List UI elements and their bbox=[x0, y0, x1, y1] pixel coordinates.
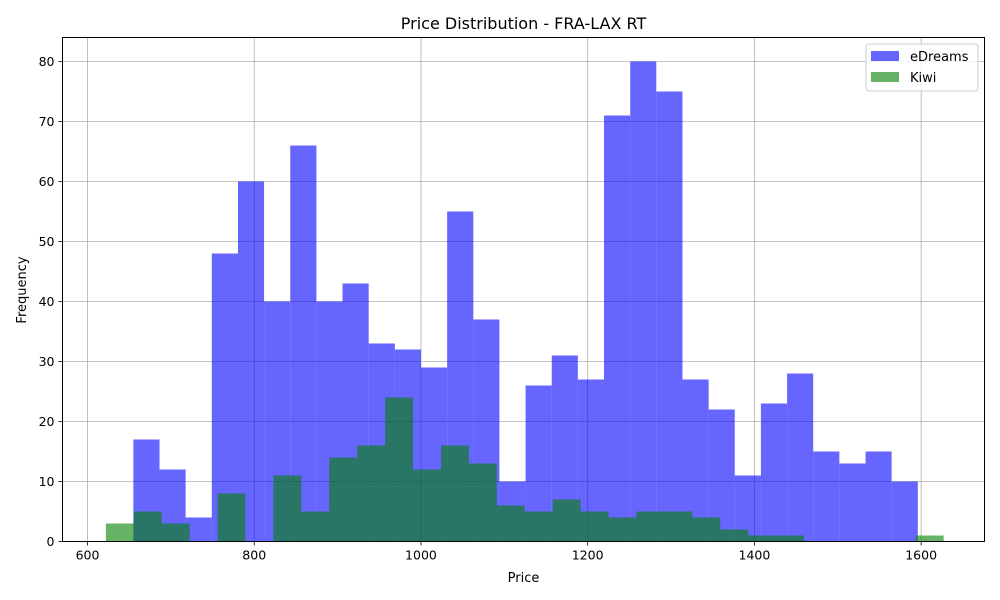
x-axis-label: Price bbox=[508, 571, 540, 586]
series-kiwi bbox=[105, 397, 944, 542]
bar-kiwi bbox=[748, 535, 777, 542]
bar-kiwi bbox=[357, 445, 386, 542]
bar-kiwi bbox=[664, 511, 693, 542]
bar-edreams bbox=[839, 463, 866, 542]
bar-kiwi bbox=[217, 493, 246, 542]
bar-kiwi bbox=[776, 535, 805, 542]
x-tick-label: 1600 bbox=[905, 548, 937, 563]
bar-kiwi bbox=[161, 523, 190, 542]
bar-edreams bbox=[891, 481, 918, 542]
bar-edreams bbox=[237, 181, 265, 542]
legend-label-edreams: eDreams bbox=[910, 50, 969, 65]
bar-edreams bbox=[760, 403, 788, 542]
plot-area-frame bbox=[62, 37, 985, 542]
legend-label-kiwi: Kiwi bbox=[910, 71, 936, 86]
ticks: 600 800 1000 1200 1400 1600 0 10 20 30 40 50 60 70 80 bbox=[39, 54, 938, 563]
bar-kiwi bbox=[273, 475, 302, 542]
bar-kiwi bbox=[915, 535, 944, 542]
chart-title: Price Distribution - FRA-LAX RT bbox=[401, 14, 647, 33]
bar-kiwi bbox=[329, 457, 358, 542]
y-tick-label: 0 bbox=[47, 534, 55, 549]
bar-kiwi bbox=[105, 523, 134, 542]
bar-edreams bbox=[185, 517, 212, 542]
bar-kiwi bbox=[720, 529, 749, 542]
y-axis-label: Frequency bbox=[15, 256, 30, 323]
x-tick-label: 1000 bbox=[405, 548, 437, 563]
bar-kiwi bbox=[413, 469, 441, 542]
bar-kiwi bbox=[636, 511, 665, 542]
bar-kiwi bbox=[301, 511, 330, 542]
y-tick-label: 60 bbox=[39, 174, 55, 189]
bar-kiwi bbox=[133, 511, 162, 542]
bar-kiwi bbox=[440, 445, 469, 542]
legend: eDreams Kiwi bbox=[865, 43, 979, 92]
legend-swatch-edreams bbox=[871, 51, 899, 61]
bar-edreams bbox=[813, 451, 840, 542]
bar-kiwi bbox=[524, 511, 553, 542]
bar-kiwi bbox=[385, 397, 414, 542]
bar-kiwi bbox=[580, 511, 609, 542]
bars bbox=[105, 61, 944, 542]
bar-kiwi bbox=[552, 499, 581, 542]
y-tick-label: 30 bbox=[39, 354, 55, 369]
y-tick-label: 50 bbox=[39, 234, 55, 249]
bar-kiwi bbox=[692, 517, 721, 542]
x-tick-label: 800 bbox=[242, 548, 266, 563]
x-tick-label: 1400 bbox=[739, 548, 771, 563]
bar-edreams bbox=[604, 115, 631, 542]
y-tick-label: 70 bbox=[39, 114, 55, 129]
x-tick-label: 1200 bbox=[572, 548, 604, 563]
bar-edreams bbox=[630, 61, 657, 542]
legend-swatch-kiwi bbox=[871, 72, 899, 82]
bar-kiwi bbox=[496, 505, 525, 542]
y-tick-label: 20 bbox=[39, 414, 55, 429]
y-tick-label: 80 bbox=[39, 54, 55, 69]
bar-kiwi bbox=[608, 517, 637, 542]
bar-edreams bbox=[656, 91, 683, 542]
y-tick-label: 40 bbox=[39, 294, 55, 309]
bar-edreams bbox=[865, 451, 892, 542]
x-tick-label: 600 bbox=[76, 548, 100, 563]
y-tick-label: 10 bbox=[39, 474, 55, 489]
bar-edreams bbox=[787, 373, 814, 542]
bar-kiwi bbox=[468, 463, 497, 542]
